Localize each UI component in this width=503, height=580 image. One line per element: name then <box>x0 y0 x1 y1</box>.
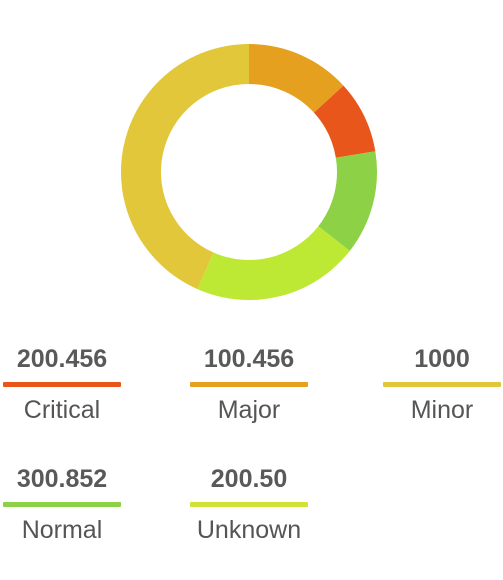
legend-label: Normal <box>21 516 103 544</box>
legend-value: 1000 <box>414 345 470 373</box>
legend-value: 200.456 <box>16 345 108 373</box>
legend-color-bar <box>3 382 121 387</box>
legend-color-bar <box>383 382 501 387</box>
legend-label: Unknown <box>196 516 302 544</box>
donut-svg <box>120 44 377 300</box>
legend-item-unknown: 200.50 Unknown <box>190 464 308 545</box>
legend-item-critical: 200.456 Critical <box>3 344 121 425</box>
donut-slice-critical <box>313 85 376 158</box>
legend-item-normal: 300.852 Normal <box>3 464 121 545</box>
donut-slice-major <box>249 44 344 113</box>
legend-label: Major <box>217 396 281 424</box>
donut-slice-normal <box>318 151 377 251</box>
donut-chart <box>119 42 379 302</box>
legend-color-bar <box>3 502 121 507</box>
legend-value: 300.852 <box>16 465 108 493</box>
legend-item-major: 100.456 Major <box>190 344 308 425</box>
legend-item-minor: 1000 Minor <box>383 344 501 425</box>
donut-slice-unknown <box>197 226 350 300</box>
legend-color-bar <box>190 382 308 387</box>
legend-label: Critical <box>23 396 101 424</box>
donut-slice-minor <box>120 44 250 290</box>
legend-label: Minor <box>410 396 474 424</box>
legend-color-bar <box>190 502 308 507</box>
legend-value: 100.456 <box>203 345 295 373</box>
legend-value: 200.50 <box>210 465 288 493</box>
